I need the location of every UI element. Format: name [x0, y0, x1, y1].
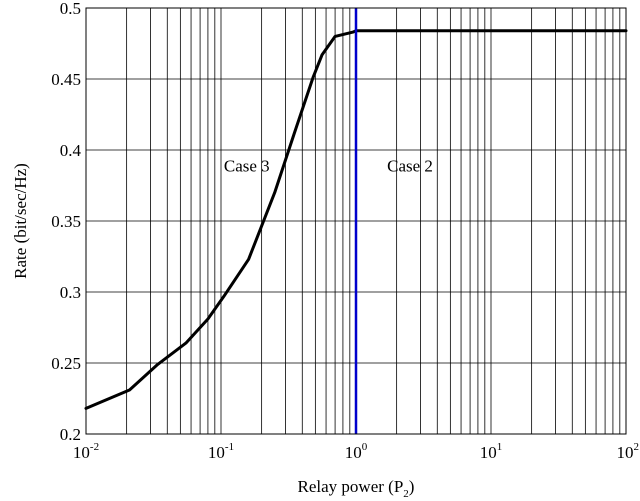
y-tick-label: 0.25 [51, 354, 81, 373]
x-axis-label-close: ) [409, 477, 415, 496]
y-tick-label: 0.45 [51, 70, 81, 89]
x-tick-exponent: 1 [497, 441, 503, 453]
y-tick-label: 0.35 [51, 212, 81, 231]
x-tick-label: 102 [617, 441, 640, 462]
x-tick-exponent: 0 [362, 441, 368, 453]
x-tick-exponent: -2 [90, 441, 99, 453]
x-tick-base: 10 [208, 443, 225, 462]
plot-frame [85, 7, 627, 435]
x-tick-base: 10 [480, 443, 497, 462]
x-tick-exponent: 2 [634, 441, 640, 453]
y-tick-label: 0.5 [60, 0, 81, 18]
annotations: Case 3 Case 2 [224, 156, 433, 175]
axis-ticks: 0.20.250.30.350.40.450.510-2 10-1 100 101 10… [51, 0, 639, 462]
x-tick-exponent: -1 [225, 441, 234, 453]
x-tick-base: 10 [617, 443, 634, 462]
x-tick-base: 10 [345, 443, 362, 462]
x-tick-label: 100 [345, 441, 368, 462]
y-tick-label: 0.4 [60, 141, 82, 160]
series-layer [84, 29, 628, 410]
x-tick-label: 10-1 [208, 441, 234, 462]
x-tick-label: 101 [480, 441, 503, 462]
x-axis-label-subscript: 2 [403, 488, 409, 500]
rate-curve [84, 29, 628, 410]
y-tick-label: 0.2 [60, 425, 81, 444]
x-tick-base: 10 [73, 443, 90, 462]
x-axis-label-main: Relay power (P [298, 477, 404, 496]
case-label: Case 2 [387, 156, 433, 175]
case-label: Case 3 [224, 156, 270, 175]
x-axis-label: Relay power (P2) [298, 477, 415, 500]
x-tick-label: 10-2 [73, 441, 99, 462]
y-tick-label: 0.3 [60, 283, 81, 302]
y-axis-label: Rate (bit/sec/Hz) [11, 163, 30, 279]
grid-lines [86, 8, 626, 434]
